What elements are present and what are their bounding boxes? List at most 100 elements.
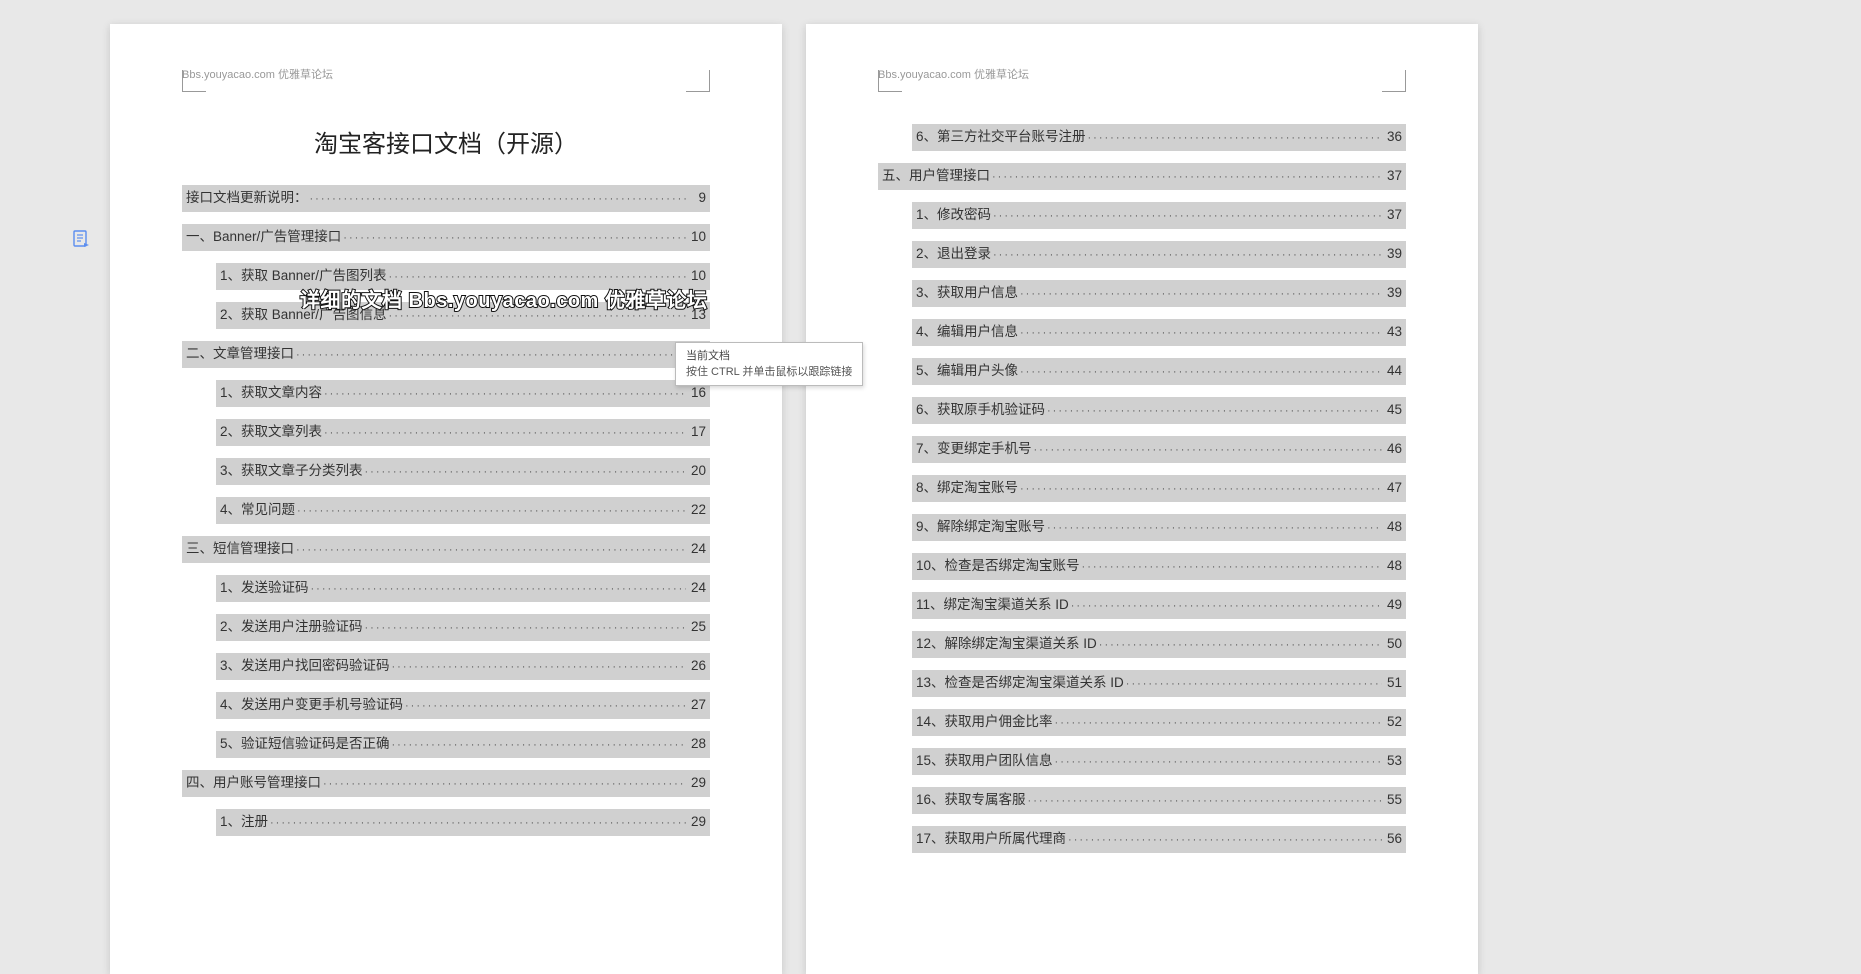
toc-entry-label: 2、发送用户注册验证码 — [220, 616, 363, 638]
toc-leader-dots: ········································… — [1020, 283, 1382, 305]
toc-entry[interactable]: 1、注册····································… — [216, 809, 710, 836]
toc-leader-dots: ········································… — [323, 773, 686, 795]
toc-entry[interactable]: 1、获取文章内容································… — [216, 380, 710, 407]
toc-entry[interactable]: 14、获取用户佣金比率·····························… — [912, 709, 1406, 736]
toc-entry[interactable]: 2、获取 Banner/广告图信息·······················… — [216, 302, 710, 329]
toc-leader-dots: ········································… — [1088, 127, 1382, 149]
toc-entry-page: 39 — [1384, 243, 1402, 265]
toc-entry-page: 10 — [688, 226, 706, 248]
toc-entry-page: 37 — [1384, 204, 1402, 226]
document-title: 淘宝客接口文档（开源） — [182, 124, 710, 159]
toc-leader-dots: ········································… — [389, 266, 686, 288]
toc-leader-dots: ········································… — [1047, 517, 1382, 539]
toc-entry-label: 4、发送用户变更手机号验证码 — [220, 694, 403, 716]
toc-entry-page: 22 — [688, 499, 706, 521]
header-corner-left — [878, 70, 902, 92]
toc-entry[interactable]: 16、获取专属客服·······························… — [912, 787, 1406, 814]
tooltip-line1: 当前文档 — [686, 348, 852, 364]
toc-leader-dots: ········································… — [993, 205, 1382, 227]
toc-entry[interactable]: 17、获取用户所属代理商····························… — [912, 826, 1406, 853]
toc-entry[interactable]: 4、常见问题··································… — [216, 497, 710, 524]
toc-entry[interactable]: 1、发送验证码·································… — [216, 575, 710, 602]
toc-entry[interactable]: 2、退出登录··································… — [912, 241, 1406, 268]
toc-entry-label: 1、修改密码 — [916, 204, 991, 226]
toc-leader-dots: ········································… — [1020, 322, 1382, 344]
toc-leader-dots: ········································… — [405, 695, 686, 717]
toc-entry-page: 50 — [1384, 633, 1402, 655]
toc-entry-label: 7、变更绑定手机号 — [916, 438, 1032, 460]
toc-entry[interactable]: 9、解除绑定淘宝账号······························… — [912, 514, 1406, 541]
toc-entry-page: 24 — [688, 538, 706, 560]
toc-entry[interactable]: 5、验证短信验证码是否正确···························… — [216, 731, 710, 758]
toc-entry-page: 17 — [688, 421, 706, 443]
toc-entry[interactable]: 5、编辑用户头像································… — [912, 358, 1406, 385]
toc-entry[interactable]: 15、获取用户团队信息·····························… — [912, 748, 1406, 775]
toc-entry-page: 45 — [1384, 399, 1402, 421]
toc-entry-label: 4、编辑用户信息 — [916, 321, 1018, 343]
toc-entry[interactable]: 11、绑定淘宝渠道关系 ID··························… — [912, 592, 1406, 619]
toc-entry-page: 25 — [688, 616, 706, 638]
toc-entry[interactable]: 10、检查是否绑定淘宝账号···························… — [912, 553, 1406, 580]
toc-entry-page: 27 — [688, 694, 706, 716]
document-page-2: Bbs.youyacao.com 优雅草论坛 6、第三方社交平台账号注册····… — [806, 24, 1478, 974]
toc-leader-dots: ········································… — [343, 227, 686, 249]
toc-entry-page: 48 — [1384, 516, 1402, 538]
page-content: 淘宝客接口文档（开源） 接口文档更新说明：···················… — [182, 124, 710, 836]
toc-entry[interactable]: 3、获取文章子分类列表·····························… — [216, 458, 710, 485]
toc-entry[interactable]: 3、发送用户找回密码验证码···························… — [216, 653, 710, 680]
toc-entry-label: 2、获取 Banner/广告图信息 — [220, 304, 387, 326]
toc-leader-dots: ········································… — [324, 383, 686, 405]
toc-entry[interactable]: 4、发送用户变更手机号验证码··························… — [216, 692, 710, 719]
toc-leader-dots: ········································… — [296, 539, 686, 561]
toc-entry-page: 39 — [1384, 282, 1402, 304]
toc-entry[interactable]: 五、用户管理接口································… — [878, 163, 1406, 190]
toc-entry-label: 1、发送验证码 — [220, 577, 309, 599]
toc-entry-page: 29 — [688, 811, 706, 833]
toc-entry[interactable]: 12、解除绑定淘宝渠道关系 ID························… — [912, 631, 1406, 658]
toc-entry[interactable]: 三、短信管理接口································… — [182, 536, 710, 563]
toc-leader-dots: ········································… — [1126, 673, 1382, 695]
toc-entry-label: 5、验证短信验证码是否正确 — [220, 733, 390, 755]
toc-entry-page: 46 — [1384, 438, 1402, 460]
toc-leader-dots: ········································… — [296, 344, 686, 366]
toc-entry[interactable]: 1、获取 Banner/广告图列表·······················… — [216, 263, 710, 290]
toc-entry[interactable]: 6、获取原手机验证码······························… — [912, 397, 1406, 424]
toc-entry-page: 13 — [688, 304, 706, 326]
toc-entry[interactable]: 一、Banner/广告管理接口·························… — [182, 224, 710, 251]
toc-entry[interactable]: 接口文档更新说明：·······························… — [182, 185, 710, 212]
toc-leader-dots: ········································… — [993, 244, 1382, 266]
toc-entry-page: 37 — [1384, 165, 1402, 187]
toc-entry-label: 3、获取文章子分类列表 — [220, 460, 363, 482]
toc-entry-label: 13、检查是否绑定淘宝渠道关系 ID — [916, 672, 1124, 694]
toc-leader-dots: ········································… — [297, 500, 686, 522]
toc-entry-label: 二、文章管理接口 — [186, 343, 294, 365]
toc-entry-page: 43 — [1384, 321, 1402, 343]
toc-list-page-2: 6、第三方社交平台账号注册···························… — [878, 124, 1406, 853]
toc-entry-label: 11、绑定淘宝渠道关系 ID — [916, 594, 1069, 616]
toc-entry[interactable]: 13、检查是否绑定淘宝渠道关系 ID······················… — [912, 670, 1406, 697]
toc-entry[interactable]: 1、修改密码··································… — [912, 202, 1406, 229]
toc-leader-dots: ········································… — [1055, 751, 1382, 773]
toc-entry[interactable]: 6、第三方社交平台账号注册···························… — [912, 124, 1406, 151]
document-workspace: 详细的文档 Bbs.youyacao.com 优雅草论坛 当前文档 按住 CTR… — [0, 0, 1861, 902]
toc-entry[interactable]: 2、获取文章列表································… — [216, 419, 710, 446]
toc-entry[interactable]: 3、获取用户信息································… — [912, 280, 1406, 307]
toc-entry[interactable]: 7、变更绑定手机号·······························… — [912, 436, 1406, 463]
toc-leader-dots: ········································… — [1055, 712, 1382, 734]
toc-entry[interactable]: 四、用户账号管理接口······························… — [182, 770, 710, 797]
toc-entry-label: 2、退出登录 — [916, 243, 991, 265]
toc-entry-page: 20 — [688, 460, 706, 482]
toc-entry-page: 52 — [1384, 711, 1402, 733]
toc-entry-page: 9 — [688, 187, 706, 209]
toc-entry-label: 一、Banner/广告管理接口 — [186, 226, 341, 248]
header-corner-left — [182, 70, 206, 92]
toc-leader-dots: ········································… — [1028, 790, 1382, 812]
toc-entry[interactable]: 2、发送用户注册验证码·····························… — [216, 614, 710, 641]
toc-entry-page: 51 — [1384, 672, 1402, 694]
toc-entry-page: 53 — [1384, 750, 1402, 772]
toc-leader-dots: ········································… — [1020, 361, 1382, 383]
toc-entry[interactable]: 8、绑定淘宝账号································… — [912, 475, 1406, 502]
toc-entry[interactable]: 二、文章管理接口································… — [182, 341, 710, 368]
toc-entry[interactable]: 4、编辑用户信息································… — [912, 319, 1406, 346]
toc-entry-label: 1、获取文章内容 — [220, 382, 322, 404]
